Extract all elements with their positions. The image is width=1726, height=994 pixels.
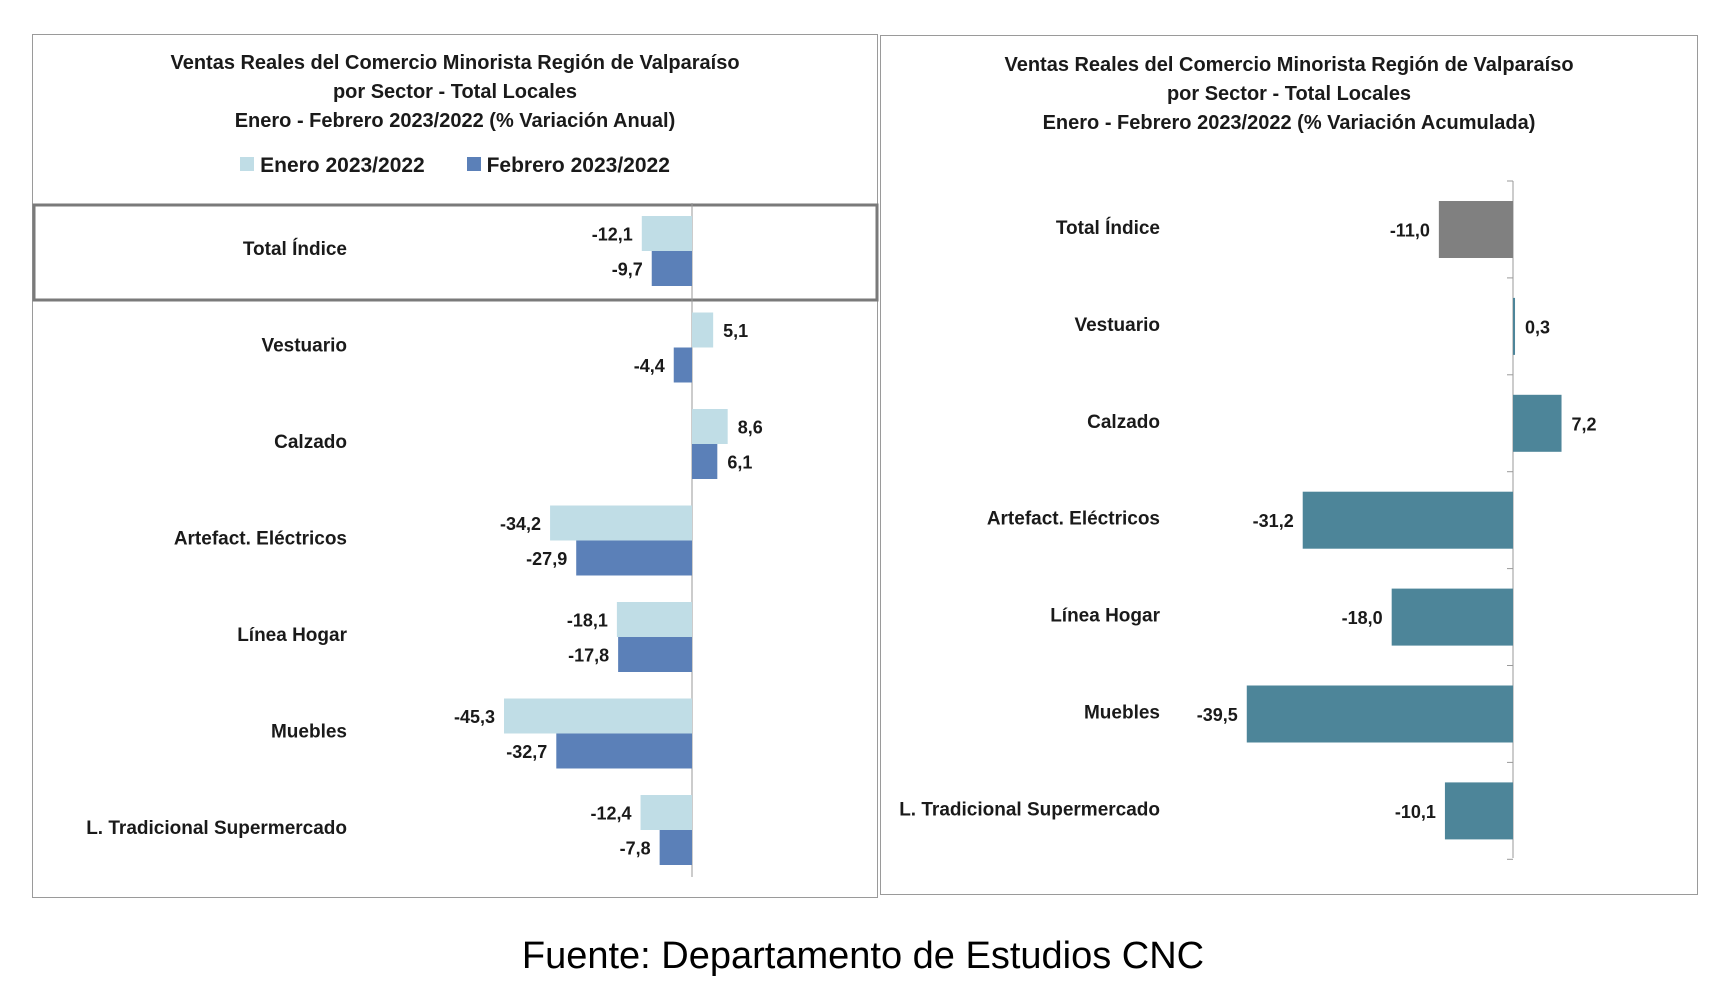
bar-total-indice-enero [641, 216, 692, 251]
category-label-total-indice: Total Índice [243, 238, 347, 260]
category-label-linea-hogar: Línea Hogar [237, 625, 347, 646]
chart-annual-variation: Ventas Reales del Comercio Minorista Reg… [32, 34, 879, 898]
chart-title-line-1: Ventas Reales del Comercio Minorista Reg… [170, 52, 740, 74]
data-label-artefact-electricos: -31,2 [1253, 511, 1294, 531]
bar-muebles-enero [504, 698, 692, 734]
data-label-l-tradicional-supermercado-febrero: -7,8 [620, 839, 651, 859]
bar-artefact-electricos-enero [550, 505, 692, 541]
legend-swatch-enero [240, 157, 255, 171]
category-label-l-tradicional-supermercado: L. Tradicional Supermercado [86, 818, 347, 839]
data-label-total-indice: -11,0 [1390, 221, 1430, 241]
bar-calzado-febrero [692, 444, 718, 479]
data-label-vestuario: 0,3 [1525, 317, 1550, 337]
data-label-vestuario-enero: 5,1 [723, 321, 748, 341]
legend-label-febrero: Febrero 2023/2022 [486, 154, 670, 177]
legend-swatch-febrero [466, 157, 481, 171]
bar-linea-hogar [1391, 588, 1513, 646]
category-label-l-tradicional-supermercado: L. Tradicional Supermercado [899, 799, 1160, 820]
category-label-vestuario: Vestuario [261, 336, 347, 357]
data-label-artefact-electricos-febrero: -27,9 [526, 549, 567, 569]
legend-item-febrero: Febrero 2023/2022 [466, 154, 670, 178]
chart-cumulative-variation: Ventas Reales del Comercio Minorista Reg… [880, 35, 1698, 895]
category-label-vestuario: Vestuario [1074, 315, 1160, 336]
bar-muebles-febrero [556, 733, 692, 769]
data-label-calzado-enero: 8,6 [738, 418, 763, 438]
data-label-vestuario-febrero: -4,4 [634, 356, 665, 376]
data-label-calzado-febrero: 6,1 [727, 453, 752, 473]
category-label-artefact-electricos: Artefact. Eléctricos [174, 529, 347, 550]
data-label-muebles-enero: -45,3 [454, 707, 495, 727]
chart-title-line-2: por Sector - Total Locales [332, 81, 578, 103]
bar-artefact-electricos-febrero [576, 540, 692, 576]
data-label-calzado: 7,2 [1572, 414, 1597, 434]
chart-title: Ventas Reales del Comercio Minorista Reg… [33, 49, 877, 136]
bar-l-tradicional-supermercado-enero [640, 795, 692, 830]
chart-plot-annual: Total Índice -12,1 -9,7 Vestuario 5,1 -4,4 Cal… [32, 203, 879, 877]
category-label-artefact-electricos: Artefact. Eléctricos [987, 509, 1160, 530]
bar-vestuario-febrero [673, 347, 692, 383]
data-label-linea-hogar: -18,0 [1342, 608, 1383, 628]
chart-legend: Enero 2023/2022 Febrero 2023/2022 [33, 154, 877, 178]
category-label-linea-hogar: Línea Hogar [1050, 606, 1160, 627]
chart-title-line-2: por Sector - Total Locales [1166, 83, 1412, 105]
data-label-total-indice-febrero: -9,7 [612, 260, 643, 280]
category-label-muebles: Muebles [1084, 703, 1160, 724]
bar-l-tradicional-supermercado [1444, 782, 1513, 840]
chart-title-line-3: Enero - Febrero 2023/2022 (% Variación A… [234, 110, 676, 132]
data-label-l-tradicional-supermercado: -10,1 [1395, 802, 1436, 822]
category-label-muebles: Muebles [271, 722, 347, 743]
bar-linea-hogar-febrero [618, 637, 692, 672]
bar-l-tradicional-supermercado-febrero [659, 830, 692, 865]
data-label-linea-hogar-febrero: -17,8 [568, 646, 609, 666]
bar-linea-hogar-enero [616, 602, 692, 637]
bar-vestuario [1513, 297, 1516, 355]
chart-title: Ventas Reales del Comercio Minorista Reg… [881, 51, 1697, 138]
source-footer: Fuente: Departamento de Estudios CNC [521, 935, 1205, 977]
bar-total-indice [1438, 201, 1513, 258]
data-label-linea-hogar-enero: -18,1 [567, 611, 608, 631]
bar-muebles [1246, 685, 1513, 743]
data-label-l-tradicional-supermercado-enero: -12,4 [591, 804, 632, 824]
chart-plot-cumulative: Total Índice -11,0 Vestuario 0,3 Calzado 7,2 A… [899, 180, 1597, 860]
category-label-calzado: Calzado [274, 432, 347, 453]
data-label-artefact-electricos-enero: -34,2 [500, 514, 541, 534]
data-label-total-indice-enero: -12,1 [592, 225, 633, 245]
bar-total-indice-febrero [651, 251, 692, 286]
data-label-muebles: -39,5 [1197, 705, 1238, 725]
category-label-total-indice: Total Índice [1056, 217, 1160, 239]
bar-calzado-enero [692, 409, 728, 444]
data-label-muebles-febrero: -32,7 [506, 742, 547, 762]
bar-calzado [1513, 394, 1562, 452]
highlight-box-total-indice [32, 203, 879, 302]
bar-artefact-electricos [1302, 491, 1513, 549]
legend-label-enero: Enero 2023/2022 [260, 154, 425, 177]
chart-title-line-1: Ventas Reales del Comercio Minorista Reg… [1004, 54, 1574, 76]
bar-vestuario-enero [692, 312, 714, 348]
chart-title-line-3: Enero - Febrero 2023/2022 (% Variación A… [1042, 112, 1536, 134]
legend-item-enero: Enero 2023/2022 [240, 154, 425, 178]
category-label-calzado: Calzado [1087, 412, 1160, 433]
